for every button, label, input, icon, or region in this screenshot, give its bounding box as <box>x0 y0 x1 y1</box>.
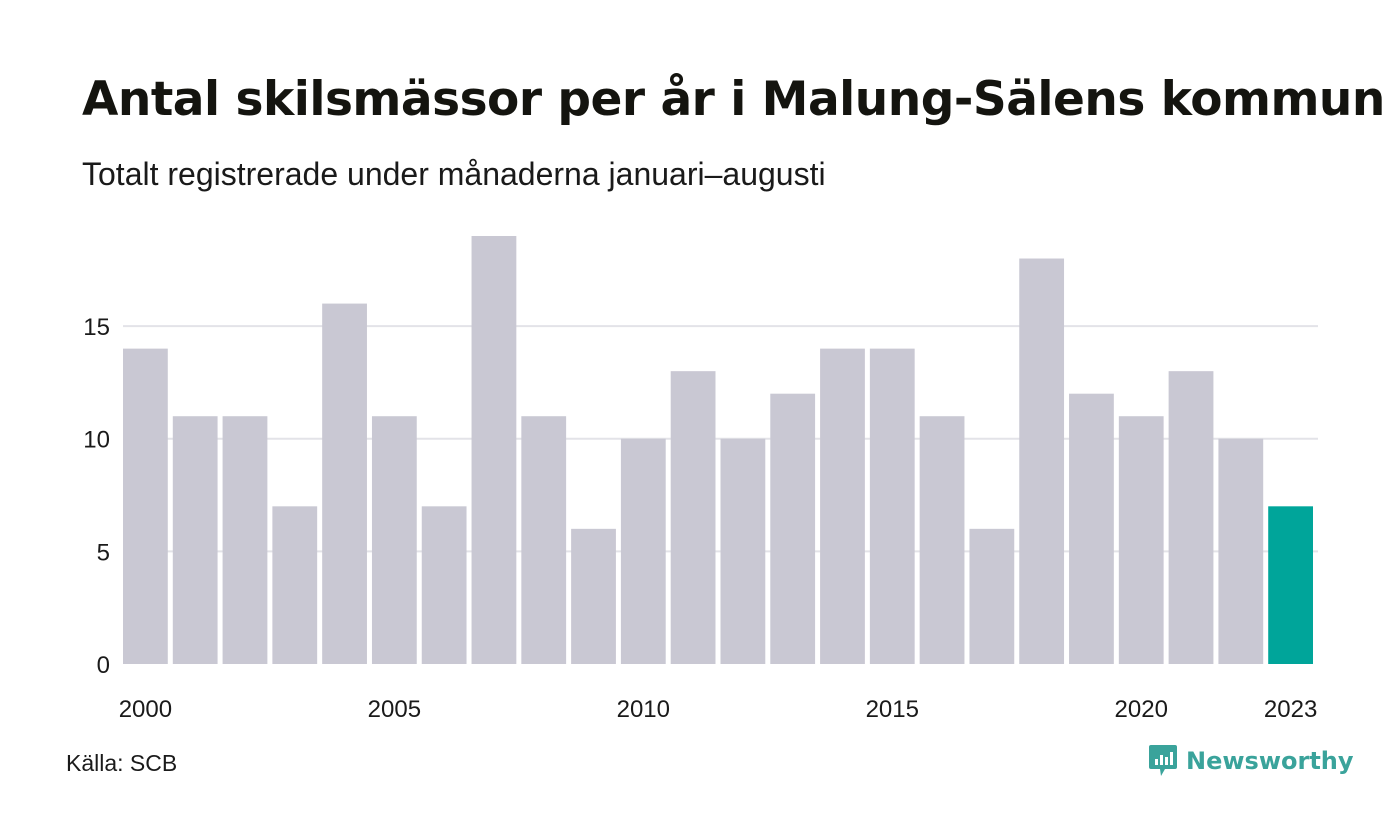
x-tick-label: 2023 <box>1264 696 1317 723</box>
bar-2000 <box>123 348 168 664</box>
y-tick-label: 5 <box>97 539 110 566</box>
bar-2015 <box>869 348 915 664</box>
y-tick-label: 0 <box>97 652 110 679</box>
chart-subtitle: Totalt registrerade under månaderna janu… <box>82 156 826 192</box>
bar-2007 <box>471 236 517 664</box>
bar-2009 <box>571 528 616 664</box>
bar-2016 <box>919 416 965 664</box>
brand-name: Newsworthy <box>1186 747 1354 775</box>
bar-2002 <box>222 416 268 664</box>
brand: Newsworthy <box>1148 744 1354 778</box>
bar-2008 <box>521 416 567 664</box>
bar-2012 <box>720 438 766 664</box>
bar-2013 <box>770 393 816 664</box>
newsworthy-logo-icon <box>1149 745 1177 776</box>
x-tick-label: 2000 <box>119 696 172 723</box>
bar-2022 <box>1218 438 1264 664</box>
y-axis-ticks: 0 5 10 15 <box>83 314 110 679</box>
bar-2023 <box>1268 506 1313 664</box>
bar-2017 <box>969 528 1015 664</box>
bar-2014 <box>820 348 865 664</box>
bar-2011 <box>670 371 716 664</box>
x-tick-label: 2015 <box>866 696 919 723</box>
x-axis-ticks: 2000 2005 2010 2015 2020 2023 <box>119 696 1318 723</box>
bar-2003 <box>272 506 318 664</box>
x-tick-label: 2010 <box>617 696 670 723</box>
bars <box>123 236 1313 664</box>
bar-2019 <box>1069 393 1114 664</box>
bar-2006 <box>421 506 467 664</box>
bar-2018 <box>1019 258 1065 664</box>
y-tick-label: 15 <box>83 314 110 341</box>
x-tick-label: 2020 <box>1115 696 1168 723</box>
bar-2020 <box>1118 416 1164 664</box>
bar-2001 <box>172 416 218 664</box>
bar-2010 <box>620 438 666 664</box>
x-tick-label: 2005 <box>368 696 421 723</box>
bar-2004 <box>322 303 367 664</box>
source-note: Källa: SCB <box>66 750 178 776</box>
bar-2005 <box>371 416 417 664</box>
y-tick-label: 10 <box>83 427 110 454</box>
bar-2021 <box>1168 371 1214 664</box>
chart-title: Antal skilsmässor per år i Malung-Sälens… <box>82 72 1385 127</box>
